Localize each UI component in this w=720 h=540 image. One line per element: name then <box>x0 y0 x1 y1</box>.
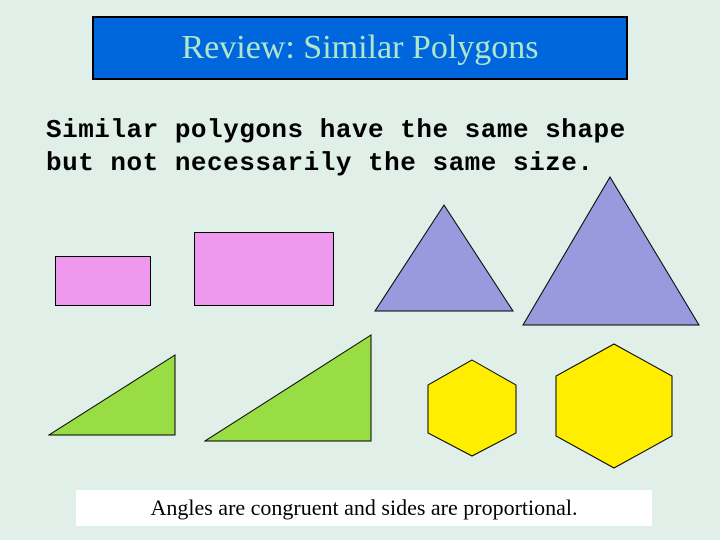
rect-small-pink <box>55 256 151 306</box>
hexagon-large <box>552 342 676 470</box>
triangle-right-small <box>48 354 176 436</box>
rect-large-pink <box>194 232 334 306</box>
title-banner: Review: Similar Polygons <box>92 16 628 80</box>
title-text: Review: Similar Polygons <box>182 29 539 67</box>
body-text: Similar polygons have the same shape but… <box>46 114 666 179</box>
triangle-iso-small <box>374 204 514 312</box>
hexagon-small <box>424 358 520 458</box>
triangle-right-large <box>204 334 372 442</box>
footer-banner: Angles are congruent and sides are propo… <box>76 490 652 526</box>
triangle-iso-large <box>522 176 700 326</box>
footer-text: Angles are congruent and sides are propo… <box>150 495 577 521</box>
